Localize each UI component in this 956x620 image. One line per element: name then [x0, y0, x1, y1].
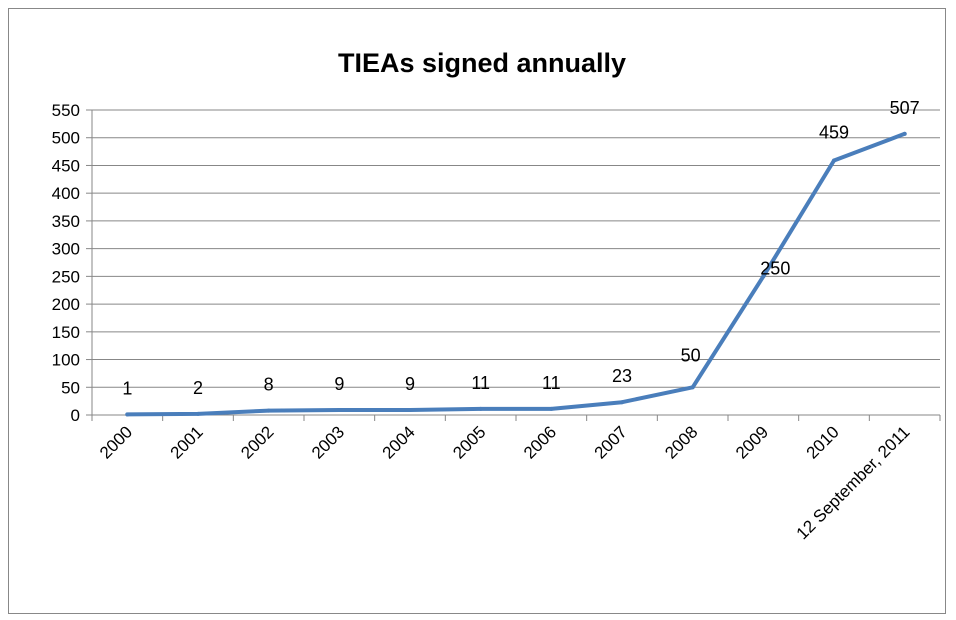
- x-tick-label: 2003: [308, 422, 348, 462]
- data-label: 250: [760, 258, 790, 278]
- data-label: 11: [542, 373, 561, 393]
- data-point: [549, 407, 553, 411]
- x-tick-label: 2009: [732, 422, 772, 462]
- x-tick-label: 2006: [520, 422, 560, 462]
- y-tick-label: 100: [52, 351, 80, 370]
- chart-title: TIEAs signed annually: [338, 48, 626, 78]
- y-tick-label: 350: [52, 212, 80, 231]
- data-label: 1: [122, 378, 132, 398]
- x-tick-label: 2008: [661, 422, 701, 462]
- y-tick-label: 150: [52, 323, 80, 342]
- y-tick-label: 500: [52, 129, 80, 148]
- data-label: 50: [681, 345, 701, 365]
- data-point: [479, 407, 483, 411]
- x-tick-label: 2002: [237, 422, 277, 462]
- y-tick-label: 200: [52, 295, 80, 314]
- axes: [86, 110, 940, 421]
- data-point: [196, 412, 200, 416]
- y-tick-label: 50: [61, 378, 80, 397]
- y-tick-label: 550: [52, 101, 80, 120]
- x-tick-label: 2010: [803, 422, 843, 462]
- y-tick-label: 250: [52, 267, 80, 286]
- y-tick-label: 400: [52, 184, 80, 203]
- data-point: [620, 400, 624, 404]
- x-tick-label: 2005: [449, 422, 489, 462]
- y-tick-label: 450: [52, 156, 80, 175]
- data-point: [832, 158, 836, 162]
- data-label: 9: [405, 374, 415, 394]
- data-label: 8: [264, 375, 274, 395]
- data-label: 9: [334, 374, 344, 394]
- x-tick-label: 2004: [379, 422, 419, 462]
- data-point: [691, 385, 695, 389]
- data-point: [125, 412, 129, 416]
- data-label: 23: [612, 366, 632, 386]
- y-tick-label: 300: [52, 240, 80, 259]
- data-label: 11: [471, 373, 490, 393]
- gridlines: [92, 110, 940, 387]
- x-tick-label: 2000: [96, 422, 136, 462]
- y-tick-label: 0: [71, 406, 80, 425]
- data-point: [903, 132, 907, 136]
- data-point: [337, 408, 341, 412]
- data-label: 2: [193, 378, 203, 398]
- y-axis-tick-labels: 0 50 100 150 200 250 300 350 400 450 500 550: [52, 101, 80, 425]
- x-tick-label: 2001: [167, 422, 207, 462]
- x-axis-tick-labels: 2000 2001 2002 2003 2004 2005 2006 2007 2008 2009…: [96, 422, 914, 543]
- data-point: [267, 409, 271, 413]
- data-label: 507: [890, 98, 920, 118]
- data-point: [408, 408, 412, 412]
- x-tick-label: 2007: [591, 422, 631, 462]
- data-label: 459: [819, 122, 849, 142]
